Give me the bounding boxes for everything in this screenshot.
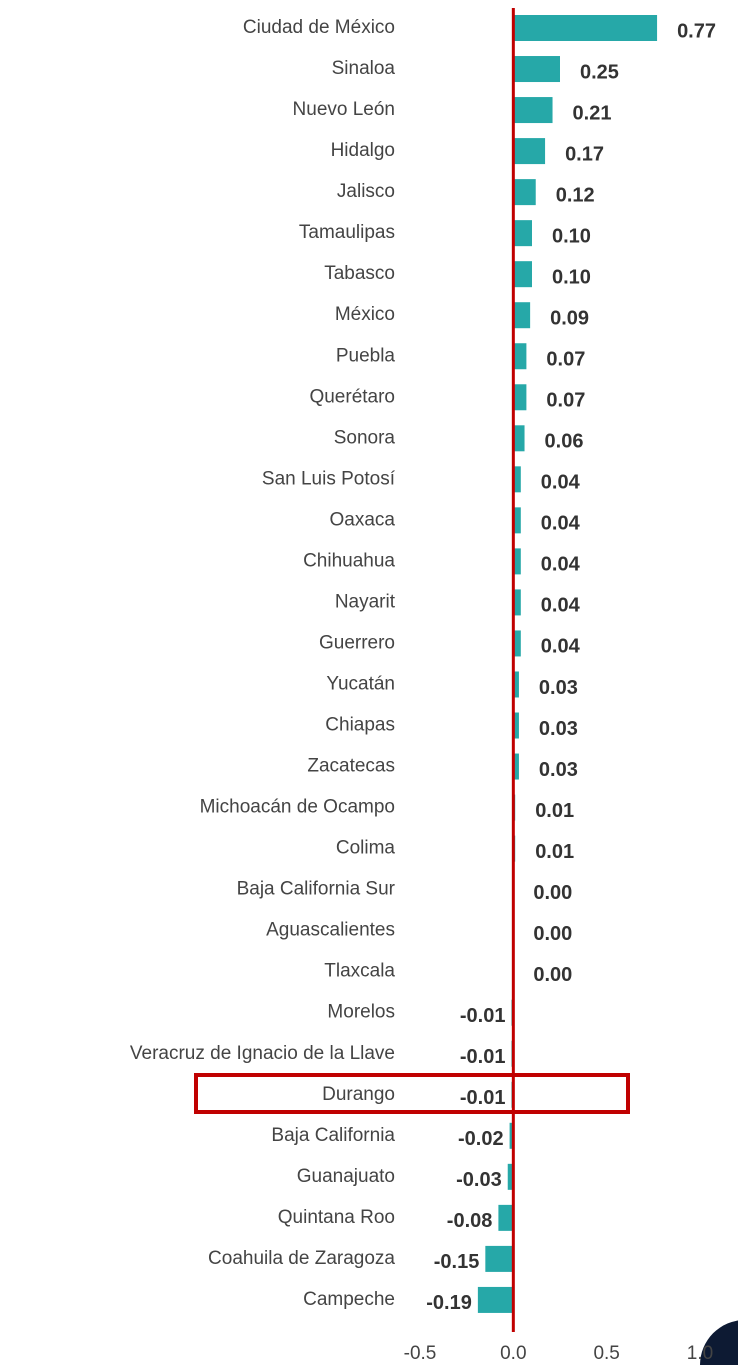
category-label: México: [335, 304, 395, 325]
bar: [485, 1245, 514, 1272]
category-label: Morelos: [327, 1002, 395, 1023]
bar: [509, 1122, 514, 1149]
value-label: 0.25: [580, 61, 619, 83]
value-label: -0.01: [460, 1087, 506, 1109]
category-label: Puebla: [336, 345, 396, 366]
category-label: Guerrero: [319, 632, 395, 653]
value-label: 0.17: [565, 143, 604, 165]
value-label: 0.09: [550, 307, 589, 329]
bar: [513, 384, 527, 411]
bar: [513, 302, 531, 329]
x-tick-label: 0.0: [500, 1343, 526, 1364]
bar: [513, 589, 521, 616]
category-label: Colima: [336, 838, 396, 859]
bar: [513, 15, 658, 41]
value-label: 0.12: [556, 184, 595, 206]
value-label: 0.01: [535, 800, 574, 822]
value-label: 0.21: [573, 102, 612, 124]
bar: [513, 548, 521, 575]
value-label: 0.04: [541, 513, 581, 535]
value-label: 0.04: [541, 595, 581, 617]
value-label: -0.02: [458, 1128, 504, 1150]
category-label: Guanajuato: [297, 1166, 395, 1187]
value-label: -0.01: [460, 1046, 506, 1068]
value-label: 0.04: [541, 472, 581, 494]
value-label: 0.04: [541, 554, 581, 576]
bar: [513, 343, 527, 370]
value-label: 0.07: [546, 390, 585, 412]
x-tick-label: 0.5: [593, 1343, 619, 1364]
category-label: Tlaxcala: [324, 961, 395, 982]
bar: [477, 1286, 514, 1313]
category-label: Baja California: [271, 1125, 395, 1146]
category-label: Ciudad de México: [243, 17, 395, 38]
value-label: 0.06: [545, 431, 584, 453]
badge: [700, 1320, 738, 1365]
bar: [507, 1163, 514, 1190]
value-label: 0.01: [535, 841, 574, 863]
category-label: San Luis Potosí: [262, 468, 396, 489]
category-label: Jalisco: [337, 181, 395, 202]
bar: [513, 712, 519, 739]
value-label: 0.10: [552, 266, 591, 288]
bar: [513, 220, 532, 247]
category-label: Sonora: [334, 427, 396, 448]
category-label: Aguascalientes: [266, 920, 395, 941]
category-label: Yucatán: [326, 673, 395, 694]
x-tick-label: -0.5: [404, 1343, 437, 1364]
category-label: Oaxaca: [330, 509, 396, 530]
category-label: Coahuila de Zaragoza: [208, 1248, 395, 1269]
bar: [513, 56, 560, 83]
bar: [513, 261, 532, 288]
value-label: -0.03: [456, 1169, 502, 1191]
value-label: -0.08: [447, 1210, 493, 1232]
bar: [513, 179, 536, 206]
value-label: 0.07: [546, 349, 585, 371]
category-label: Zacatecas: [307, 756, 395, 777]
bar: [513, 507, 521, 534]
value-label: 0.10: [552, 225, 591, 247]
category-label: Campeche: [303, 1289, 395, 1310]
value-label: -0.15: [434, 1251, 480, 1273]
bar: [513, 671, 519, 698]
category-label: Querétaro: [309, 386, 395, 407]
category-label: Chiapas: [325, 715, 395, 736]
bar: [513, 630, 521, 657]
category-label: Veracruz de Ignacio de la Llave: [130, 1043, 395, 1064]
category-label: Quintana Roo: [278, 1207, 395, 1228]
category-label: Michoacán de Ocampo: [200, 797, 395, 818]
value-label: 0.03: [539, 759, 578, 781]
category-label: Sinaloa: [332, 58, 396, 79]
bar: [513, 466, 521, 493]
category-label: Durango: [322, 1084, 395, 1105]
category-label: Nuevo León: [293, 99, 395, 120]
value-label: 0.00: [533, 964, 572, 986]
value-label: 0.04: [541, 636, 581, 658]
value-label: 0.00: [533, 882, 572, 904]
value-label: 0.03: [539, 718, 578, 740]
category-label: Tamaulipas: [299, 222, 395, 243]
category-label: Chihuahua: [303, 550, 395, 571]
category-label: Hidalgo: [331, 140, 395, 161]
x-tick-label: 1.0: [687, 1343, 713, 1364]
bar: [498, 1204, 514, 1231]
category-label: Tabasco: [324, 263, 395, 284]
value-label: 0.00: [533, 923, 572, 945]
category-label: Nayarit: [335, 591, 396, 612]
bar: [513, 425, 525, 452]
highlight-box: [194, 1073, 630, 1114]
value-label: -0.19: [426, 1292, 472, 1314]
bar: [513, 138, 546, 165]
value-label: 0.03: [539, 677, 578, 699]
value-label: -0.01: [460, 1005, 506, 1027]
category-label: Baja California Sur: [237, 879, 396, 900]
bar: [513, 753, 519, 780]
value-label: 0.77: [677, 20, 716, 42]
bar: [513, 97, 553, 124]
